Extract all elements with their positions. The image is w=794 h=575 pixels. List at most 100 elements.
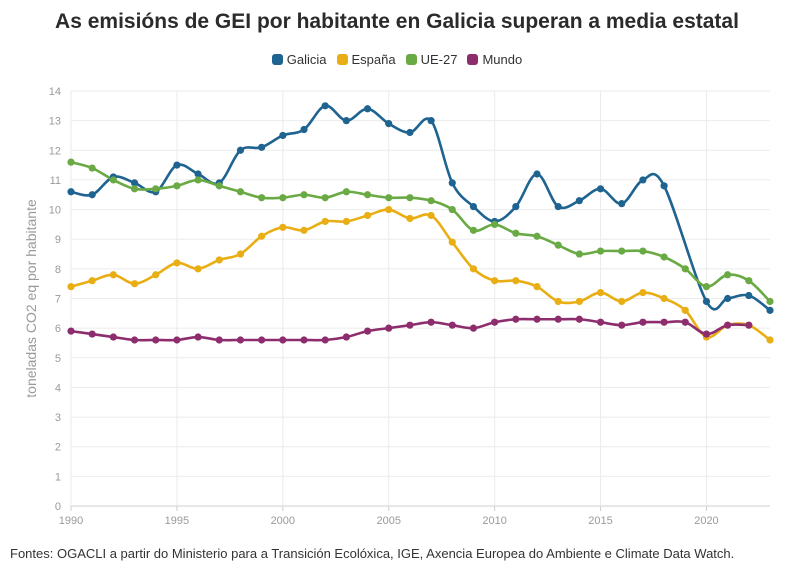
data-point xyxy=(321,102,329,110)
data-point xyxy=(596,185,605,193)
legend-item[interactable]: España xyxy=(336,52,396,67)
y-tick-label: 3 xyxy=(55,412,61,424)
data-point xyxy=(639,247,647,255)
data-point xyxy=(67,327,75,335)
data-point xyxy=(215,256,223,264)
data-point xyxy=(448,205,456,214)
data-point xyxy=(533,232,541,240)
x-tick-label: 2010 xyxy=(482,515,506,527)
data-point xyxy=(681,265,689,273)
data-point xyxy=(406,194,414,202)
data-point xyxy=(681,306,689,314)
data-point xyxy=(173,336,181,344)
x-tick-label: 2020 xyxy=(694,515,718,527)
data-point xyxy=(236,336,245,344)
data-point xyxy=(300,336,308,344)
data-point xyxy=(596,247,605,255)
data-point xyxy=(194,333,202,341)
data-point xyxy=(575,197,583,205)
data-point xyxy=(427,318,435,326)
data-point xyxy=(109,271,117,279)
data-point xyxy=(342,217,350,226)
data-point xyxy=(512,315,520,323)
data-point xyxy=(766,336,774,344)
data-point xyxy=(88,330,96,338)
chart-title: As emisións de GEI por habitante en Gali… xyxy=(55,10,739,33)
x-tick-label: 1990 xyxy=(59,515,83,527)
data-point xyxy=(279,194,287,202)
legend-swatch xyxy=(467,54,479,65)
data-point xyxy=(236,250,245,258)
data-point xyxy=(109,176,117,184)
data-point xyxy=(681,318,689,326)
data-point xyxy=(152,271,160,279)
data-point xyxy=(321,336,329,344)
data-point xyxy=(575,250,583,258)
data-point xyxy=(660,182,668,190)
data-point xyxy=(469,226,478,234)
data-point xyxy=(724,321,732,329)
y-tick-label: 11 xyxy=(50,175,61,187)
y-axis-label: toneladas CO2 eq por habitante xyxy=(23,199,39,398)
data-point xyxy=(279,131,287,140)
legend-item[interactable]: UE-27 xyxy=(405,52,458,67)
data-point xyxy=(215,182,223,190)
data-point xyxy=(236,146,245,154)
legend-label: UE-27 xyxy=(420,52,458,67)
data-point xyxy=(88,277,96,285)
data-point xyxy=(575,315,583,323)
data-point xyxy=(130,336,139,344)
data-point xyxy=(554,297,562,306)
data-point xyxy=(130,179,139,187)
legend-item[interactable]: Mundo xyxy=(467,52,522,67)
data-point xyxy=(766,306,774,314)
data-point xyxy=(618,200,626,208)
data-point xyxy=(660,318,668,326)
data-point xyxy=(88,191,96,199)
data-point xyxy=(533,170,541,178)
data-point xyxy=(702,297,711,306)
data-point xyxy=(491,318,499,326)
legend: Galicia España UE-27 Mundo xyxy=(0,52,794,68)
y-tick-label: 10 xyxy=(49,205,61,217)
legend-label: Mundo xyxy=(482,52,523,67)
data-point xyxy=(300,191,308,199)
data-point xyxy=(448,238,456,246)
data-point xyxy=(363,211,372,220)
data-point xyxy=(321,217,329,226)
data-point xyxy=(660,294,668,303)
legend-item[interactable]: Galicia xyxy=(271,52,327,67)
y-tick-label: 6 xyxy=(55,323,61,335)
x-tick-label: 2000 xyxy=(271,515,295,527)
data-point xyxy=(448,321,456,329)
data-point xyxy=(279,223,287,231)
data-point xyxy=(300,125,308,134)
data-point xyxy=(469,203,478,211)
y-tick-label: 4 xyxy=(55,382,61,394)
data-point xyxy=(724,294,732,303)
data-point xyxy=(152,336,160,344)
data-point xyxy=(363,105,372,113)
data-point xyxy=(469,324,478,332)
legend-swatch xyxy=(271,54,283,65)
data-point xyxy=(554,203,562,211)
data-point xyxy=(745,321,753,329)
data-point xyxy=(533,283,541,291)
legend-label: España xyxy=(351,52,396,67)
legend-label: Galicia xyxy=(286,52,327,67)
data-point xyxy=(639,176,647,184)
data-point xyxy=(236,188,245,196)
data-point xyxy=(406,321,414,329)
data-point xyxy=(554,241,562,249)
data-point xyxy=(469,265,478,273)
data-point xyxy=(258,194,266,202)
data-point xyxy=(173,182,181,190)
data-point xyxy=(512,277,520,285)
data-point xyxy=(427,211,435,220)
data-point xyxy=(363,191,372,199)
data-point xyxy=(702,283,711,291)
y-tick-label: 8 xyxy=(55,264,61,276)
x-tick-label: 2005 xyxy=(376,515,400,527)
data-point xyxy=(596,288,605,297)
